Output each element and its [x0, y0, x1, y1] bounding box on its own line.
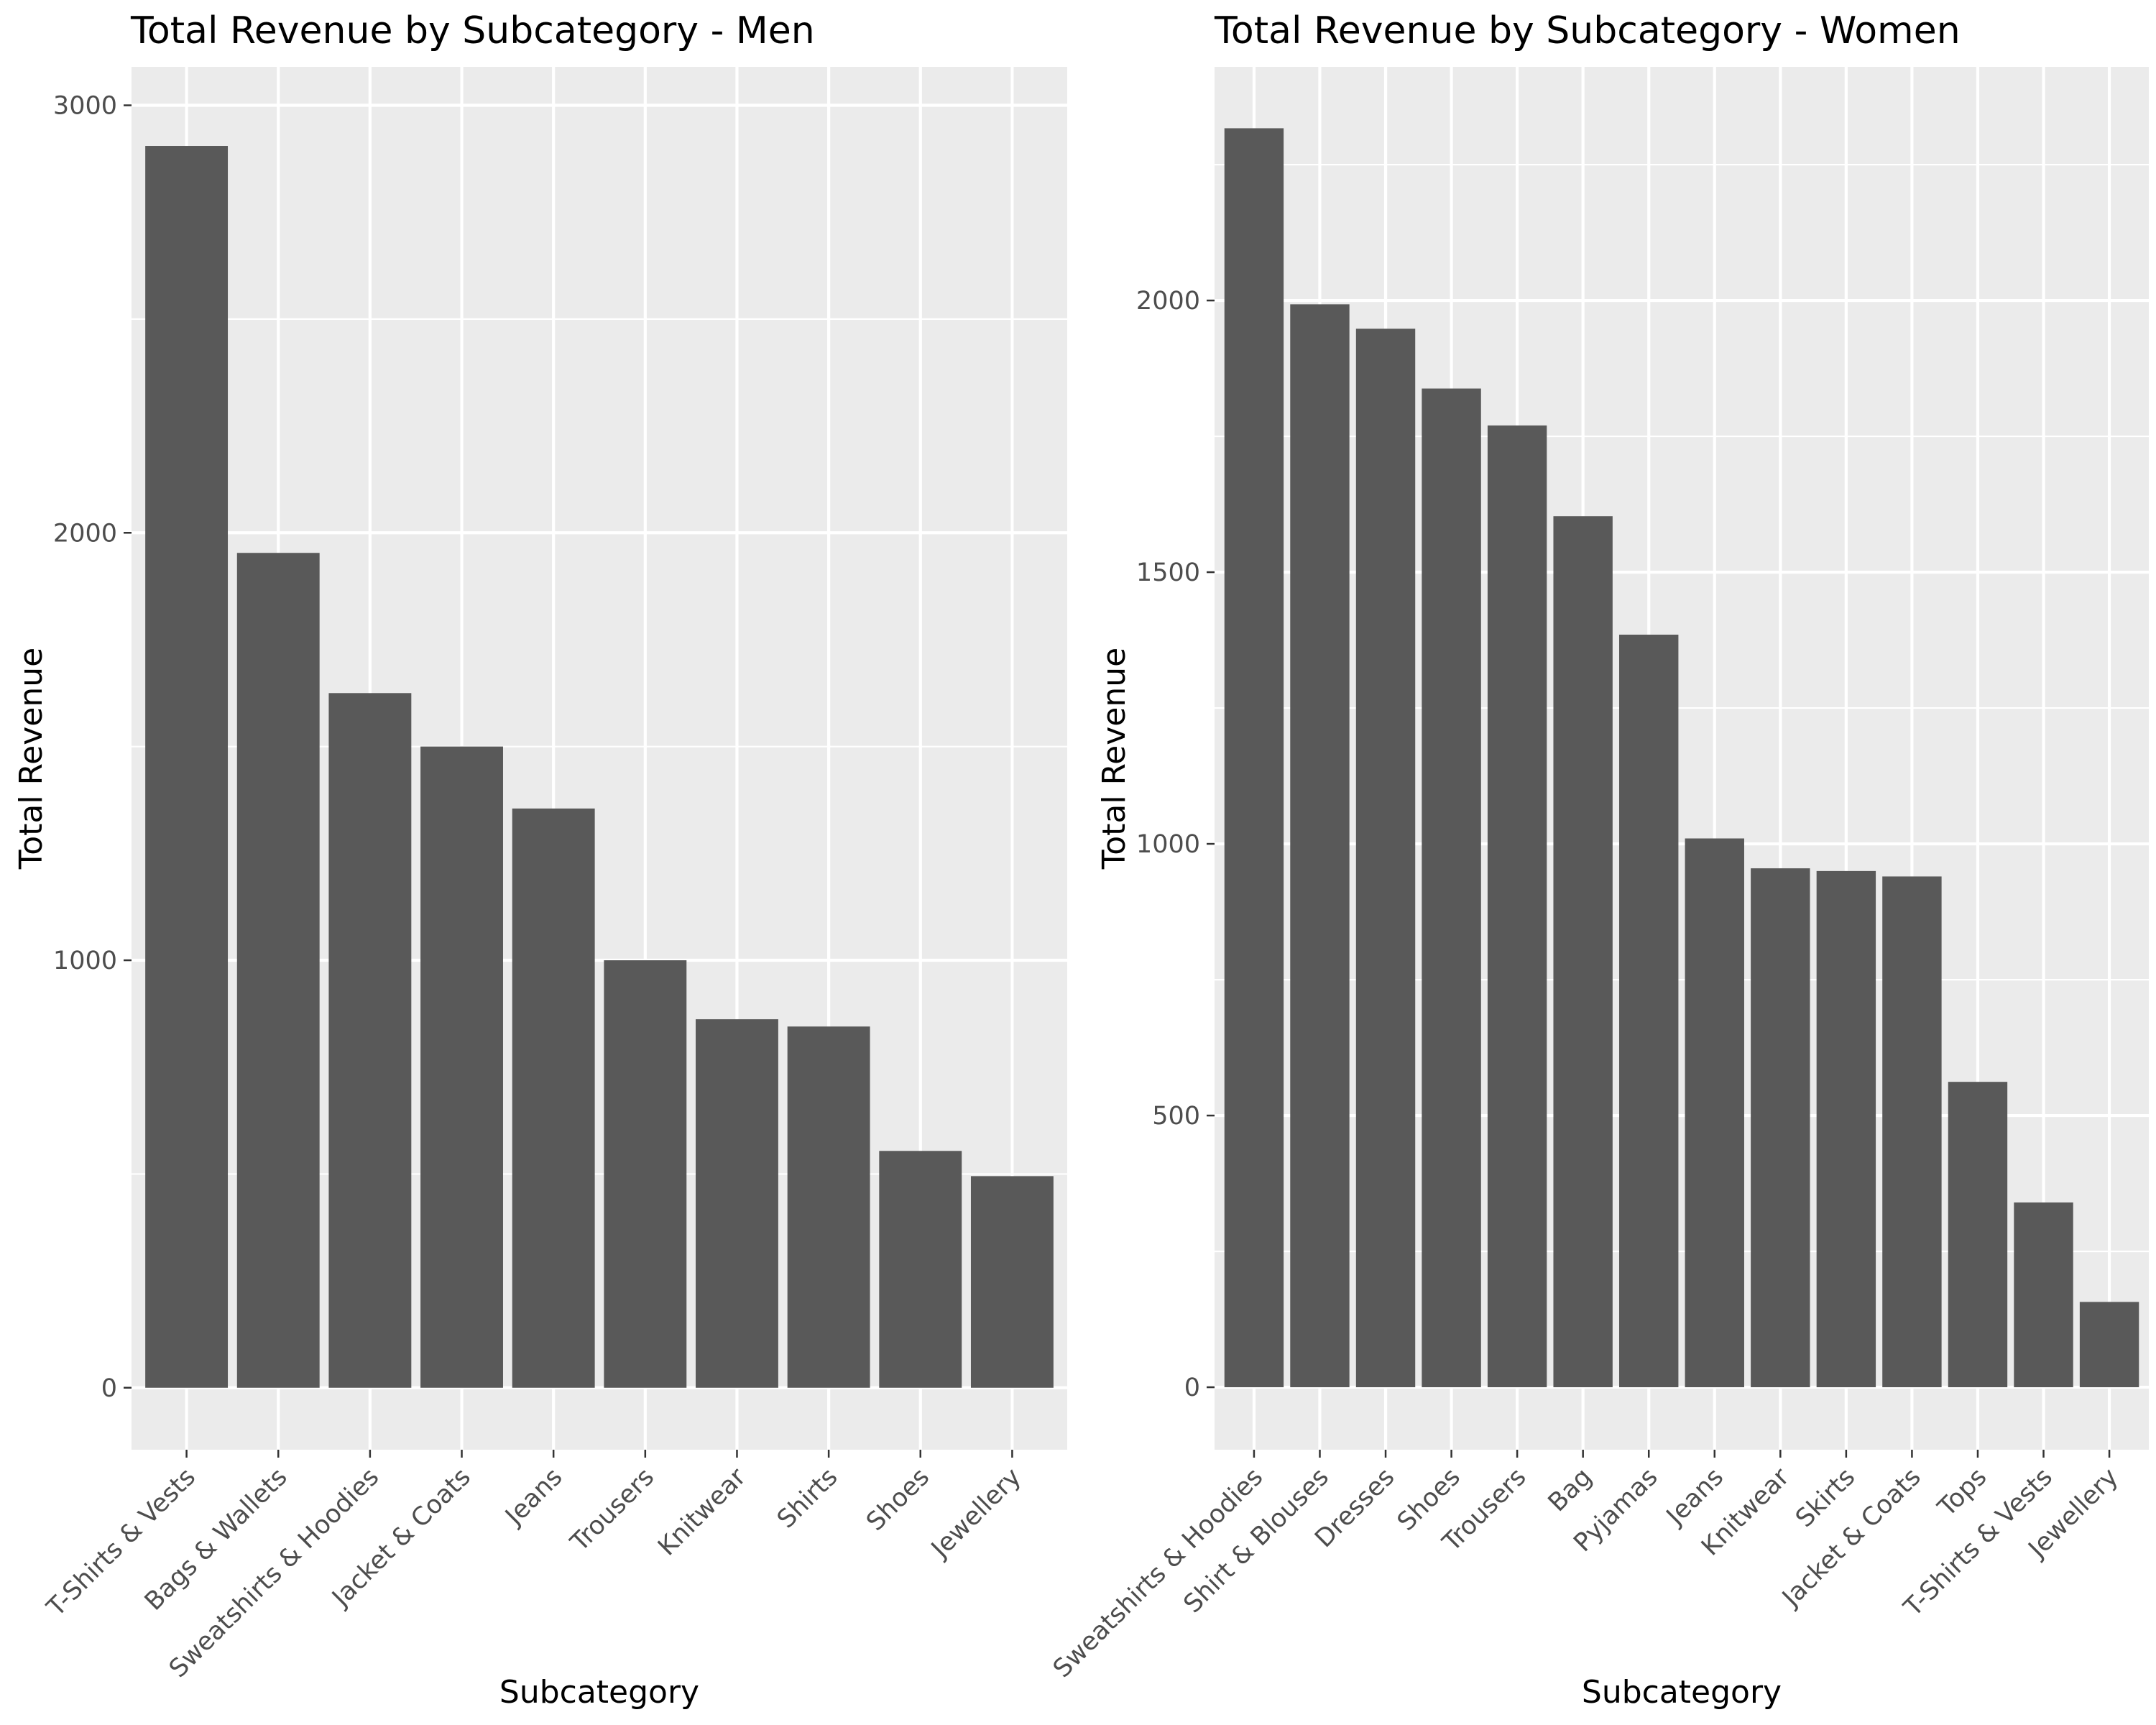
bar-men-7	[787, 1026, 870, 1388]
chart-title-men: Total Revenue by Subcategory - Men	[130, 9, 815, 52]
bar-women-3	[1422, 388, 1481, 1388]
bar-women-5	[1553, 516, 1613, 1388]
bar-women-4	[1487, 425, 1547, 1388]
x-axis-title-men: Subcategory	[499, 1674, 699, 1711]
bar-men-9	[970, 1176, 1054, 1388]
y-tick-label: 2000	[53, 519, 117, 548]
bars-women	[1224, 128, 2139, 1388]
bar-women-0	[1224, 128, 1284, 1388]
y-axis-men: 0 1000 2000 3000	[53, 92, 132, 1403]
chart-men: Total Revenue by Subcategory - Men 0 1000…	[13, 9, 1067, 1711]
bar-women-11	[1948, 1082, 2008, 1388]
bar-women-2	[1355, 328, 1416, 1388]
bar-men-8	[879, 1151, 962, 1388]
bar-men-1	[236, 553, 320, 1388]
bar-women-8	[1751, 868, 1810, 1388]
bar-men-2	[328, 693, 412, 1388]
bar-women-12	[2014, 1202, 2073, 1388]
bar-men-0	[145, 146, 229, 1388]
bar-women-7	[1685, 838, 1744, 1388]
bar-men-4	[512, 808, 595, 1388]
bar-women-13	[2079, 1302, 2139, 1388]
bar-men-5	[604, 960, 687, 1388]
bar-women-9	[1816, 870, 1876, 1388]
x-axis-title-women: Subcategory	[1582, 1674, 1782, 1711]
y-tick-label: 1000	[53, 947, 117, 975]
bar-women-1	[1290, 304, 1350, 1388]
plot-panel-women	[1215, 67, 2149, 1450]
y-tick-label: 2000	[1136, 287, 1200, 316]
bar-women-6	[1619, 635, 1679, 1388]
y-tick-label: 500	[1152, 1102, 1200, 1131]
y-tick-label: 1000	[1136, 830, 1200, 859]
y-tick-label: 0	[101, 1374, 117, 1403]
y-axis-women: 0 500 1000 1500 2000	[1136, 287, 1215, 1402]
chart-title-women: Total Revenue by Subcategory - Women	[1214, 9, 1961, 52]
y-axis-title-women: Total Revenue	[1096, 648, 1133, 870]
bar-women-10	[1882, 876, 1942, 1388]
bar-men-6	[696, 1019, 778, 1388]
y-axis-title-men: Total Revenue	[13, 648, 50, 870]
bars-men	[145, 146, 1054, 1388]
y-tick-label: 1500	[1136, 558, 1200, 587]
y-tick-label: 0	[1184, 1374, 1200, 1402]
y-tick-label: 3000	[53, 92, 117, 121]
bar-men-3	[420, 746, 503, 1388]
